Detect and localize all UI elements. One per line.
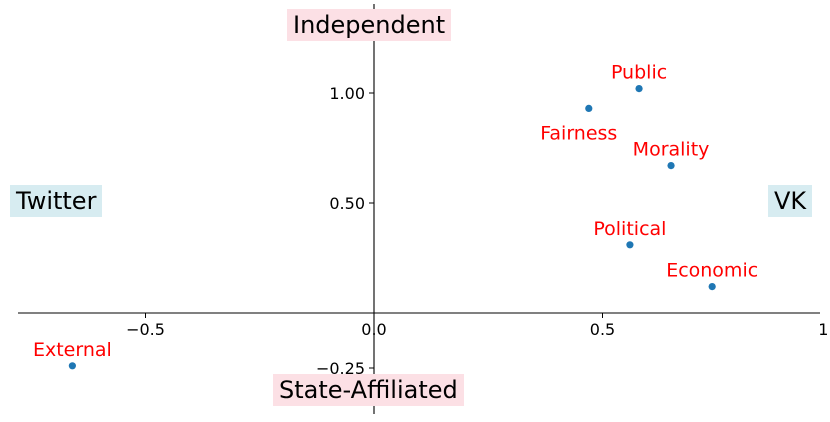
point-morality [667, 162, 675, 170]
point-label-morality: Morality [633, 139, 710, 161]
quadrant-label-vk: VK [768, 185, 813, 217]
x-tick-label: 1.0 [818, 320, 830, 339]
x-tick-label: 0.0 [361, 320, 386, 339]
point-economic [708, 283, 716, 291]
x-tick-label: −0.5 [126, 320, 165, 339]
y-tick-label: 0.50 [329, 194, 365, 213]
point-fairness [585, 104, 593, 112]
quadrant-label-state-affiliated: State-Affiliated [273, 374, 464, 406]
point-label-political: Political [593, 218, 666, 240]
point-political [626, 241, 634, 249]
quadrant-label-independent: Independent [287, 9, 452, 41]
point-external [68, 362, 76, 370]
y-tick-label: 1.00 [329, 84, 365, 103]
point-label-external: External [33, 339, 112, 361]
point-label-economic: Economic [666, 260, 758, 282]
x-tick-label: 0.5 [590, 320, 615, 339]
point-public [635, 85, 643, 93]
quadrant-label-twitter: Twitter [10, 185, 103, 217]
point-label-public: Public [611, 62, 667, 84]
y-tick-label: −0.25 [316, 359, 365, 378]
point-label-fairness: Fairness [540, 122, 617, 144]
